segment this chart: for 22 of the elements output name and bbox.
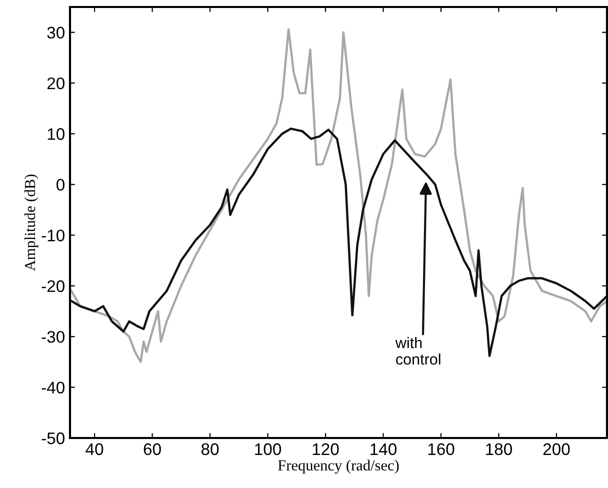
y-tick-label: -10 <box>42 230 64 242</box>
y-axis-title: Amplitude (dB) <box>24 174 38 271</box>
x-axis-title: Frequency (rad/sec) <box>278 460 399 474</box>
y-tick-label: -40 <box>42 382 64 394</box>
x-tick-label: 120 <box>312 443 339 456</box>
y-tick-label: -20 <box>42 280 64 292</box>
x-tick-label: 160 <box>428 443 454 456</box>
x-tick-label: 100 <box>255 443 282 456</box>
x-tick-label: 60 <box>144 443 161 456</box>
x-tick-label: 80 <box>201 443 219 456</box>
x-tick-label: 200 <box>543 443 570 456</box>
annotation: with control <box>395 336 440 365</box>
line-series <box>70 28 607 364</box>
y-tick-label: 20 <box>47 77 64 90</box>
y-tick-label: -30 <box>42 330 64 343</box>
y-tick-label: 30 <box>47 26 64 39</box>
x-tick-label: 180 <box>486 443 512 456</box>
y-tick-label: 0 <box>56 178 64 191</box>
x-tick-label: 140 <box>370 443 397 456</box>
y-tick-label: 10 <box>48 128 64 140</box>
x-tick-label: 40 <box>86 443 104 456</box>
y-tick-label: -50 <box>42 432 64 444</box>
